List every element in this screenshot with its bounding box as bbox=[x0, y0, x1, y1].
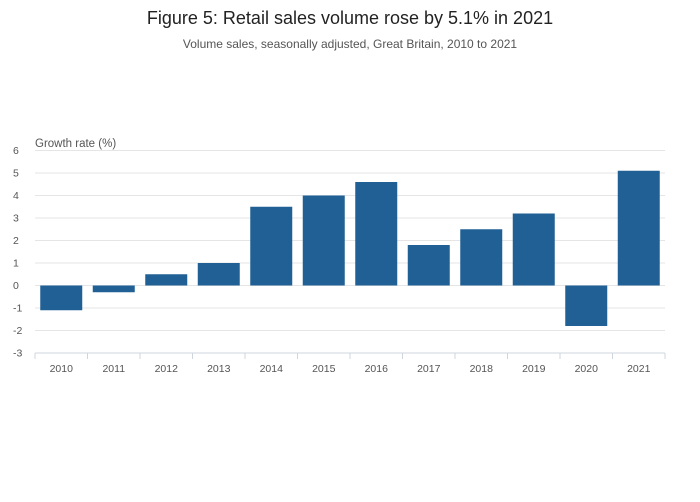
chart-title: Figure 5: Retail sales volume rose by 5.… bbox=[147, 8, 553, 28]
y-tick-label: 5 bbox=[13, 168, 19, 180]
chart-subtitle: Volume sales, seasonally adjusted, Great… bbox=[183, 37, 518, 51]
x-tick-label: 2017 bbox=[417, 363, 441, 375]
x-tick-label: 2015 bbox=[312, 363, 336, 375]
x-tick-label: 2020 bbox=[575, 363, 599, 375]
bar-2021[interactable] bbox=[617, 170, 660, 286]
bar-2013[interactable] bbox=[197, 263, 240, 286]
y-tick-label: 4 bbox=[13, 190, 19, 202]
x-axis: 2010 2011 2012 2013 2014 2015 2016 2017 2018 2019… bbox=[34, 352, 666, 375]
bar-2019[interactable] bbox=[512, 213, 555, 286]
x-tick-label: 2019 bbox=[522, 363, 546, 375]
y-tick-label: 2 bbox=[13, 235, 19, 247]
y-tick-label: -2 bbox=[13, 325, 22, 337]
x-tick-label: 2014 bbox=[260, 363, 284, 375]
x-tick-label: 2013 bbox=[207, 363, 231, 375]
bar-2012[interactable] bbox=[145, 274, 188, 286]
bar-2011[interactable] bbox=[92, 285, 135, 293]
x-tick-label: 2012 bbox=[155, 363, 179, 375]
y-axis-label: Growth rate (%) bbox=[35, 138, 116, 150]
bar-2017[interactable] bbox=[407, 245, 450, 286]
bar-2016[interactable] bbox=[355, 182, 398, 286]
y-tick-label: 3 bbox=[13, 213, 19, 225]
x-tick-label: 2018 bbox=[470, 363, 494, 375]
x-tick-label: 2021 bbox=[627, 363, 651, 375]
y-tick-label: -1 bbox=[13, 303, 22, 315]
bar-2010[interactable] bbox=[40, 285, 83, 311]
x-tick-label: 2010 bbox=[50, 363, 74, 375]
y-tick-label: 6 bbox=[13, 145, 19, 157]
bars bbox=[40, 170, 660, 327]
bar-2015[interactable] bbox=[302, 195, 345, 286]
x-tick-label: 2011 bbox=[102, 363, 125, 375]
y-tick-label: 0 bbox=[13, 280, 19, 292]
x-tick-label: 2016 bbox=[365, 363, 389, 375]
bar-2014[interactable] bbox=[250, 206, 293, 286]
y-tick-label: 1 bbox=[13, 258, 19, 270]
y-axis-ticks: 6 5 4 3 2 1 0 -1 -2 -3 bbox=[13, 145, 22, 360]
y-tick-label: -3 bbox=[13, 348, 22, 360]
bar-2020[interactable] bbox=[565, 285, 608, 327]
bar-2018[interactable] bbox=[460, 229, 503, 286]
